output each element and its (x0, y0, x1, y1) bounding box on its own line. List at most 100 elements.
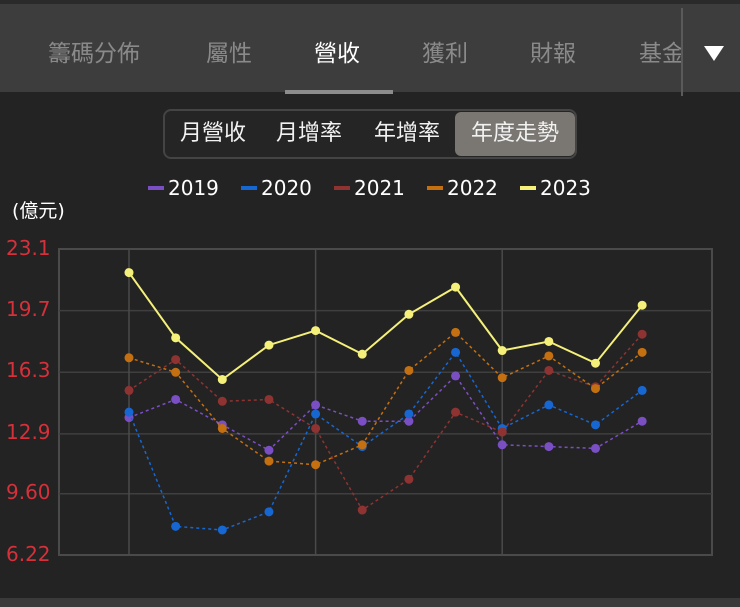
legend-label: 2023 (540, 176, 591, 200)
data-point[interactable] (217, 423, 227, 433)
data-point[interactable] (404, 474, 414, 484)
data-point[interactable] (497, 440, 507, 450)
data-point[interactable] (264, 507, 274, 517)
segment-yoy-growth[interactable]: 年增率 (373, 121, 440, 146)
data-point[interactable] (124, 268, 134, 278)
data-point[interactable] (451, 347, 461, 357)
bottom-bar (0, 598, 740, 607)
legend-item-2020[interactable]: 2020 (241, 176, 312, 200)
chart-grid (58, 248, 713, 556)
data-point[interactable] (591, 443, 600, 453)
data-point[interactable] (451, 327, 461, 337)
data-point[interactable] (451, 282, 461, 292)
tab-financials[interactable]: 財報 (530, 41, 576, 67)
data-point[interactable] (264, 394, 274, 404)
data-point[interactable] (497, 427, 507, 437)
data-point[interactable] (264, 445, 274, 455)
legend-swatch (148, 185, 164, 190)
data-point[interactable] (637, 300, 647, 310)
data-point[interactable] (637, 385, 647, 395)
data-point[interactable] (264, 456, 274, 466)
legend-swatch (520, 185, 536, 190)
data-point[interactable] (124, 385, 134, 395)
series-line (128, 331, 643, 466)
data-point[interactable] (311, 400, 321, 410)
data-point[interactable] (357, 349, 367, 359)
data-point[interactable] (171, 367, 181, 377)
data-point[interactable] (404, 309, 414, 319)
data-point[interactable] (497, 346, 507, 356)
legend-swatch (427, 185, 443, 190)
data-point[interactable] (637, 329, 647, 339)
segment-monthly-revenue[interactable]: 月營收 (179, 121, 246, 146)
data-point[interactable] (497, 373, 507, 383)
data-point[interactable] (637, 416, 647, 426)
y-tick-label: 19.7 (6, 297, 51, 321)
data-point[interactable] (217, 396, 227, 406)
data-point[interactable] (124, 407, 134, 417)
more-tabs-button[interactable] (681, 8, 740, 96)
data-point[interactable] (544, 351, 554, 361)
chart-legend: 2019 2020 2021 2022 2023 (0, 176, 740, 204)
segment-annual-trend[interactable]: 年度走勢 (455, 112, 575, 156)
data-point[interactable] (637, 347, 647, 357)
data-point[interactable] (544, 400, 554, 410)
series-2020 (124, 347, 647, 535)
triangle-down-icon (704, 46, 724, 61)
y-tick-label: 6.22 (6, 542, 51, 566)
legend-swatch (334, 185, 350, 190)
data-point[interactable] (357, 505, 367, 515)
plot-frame (58, 248, 713, 556)
data-point[interactable] (311, 409, 321, 419)
view-segmented-control: 月營收 月增率 年增率 年度走勢 (163, 109, 577, 159)
data-point[interactable] (264, 340, 274, 350)
data-point[interactable] (544, 442, 554, 452)
tab-chip-distribution[interactable]: 籌碼分佈 (48, 41, 140, 67)
tab-profit[interactable]: 獲利 (422, 41, 468, 67)
top-tab-bar: 籌碼分佈 屬性 營收 獲利 財報 基金 (0, 0, 740, 96)
data-point[interactable] (451, 407, 461, 417)
data-point[interactable] (591, 384, 600, 394)
legend-swatch (241, 185, 257, 190)
y-tick-label: 9.60 (6, 480, 51, 504)
legend-item-2019[interactable]: 2019 (148, 176, 219, 200)
data-point[interactable] (171, 394, 181, 404)
legend-item-2022[interactable]: 2022 (427, 176, 498, 200)
series-line (128, 350, 643, 531)
y-tick-label: 16.3 (6, 358, 51, 382)
data-point[interactable] (171, 333, 181, 343)
data-point[interactable] (311, 460, 321, 470)
tab-strip[interactable]: 籌碼分佈 屬性 營收 獲利 財報 基金 (0, 4, 681, 96)
tab-revenue[interactable]: 營收 (314, 41, 360, 67)
legend-label: 2021 (354, 176, 405, 200)
legend-item-2021[interactable]: 2021 (334, 176, 405, 200)
data-point[interactable] (171, 355, 181, 365)
data-point[interactable] (311, 423, 321, 433)
tab-fund[interactable]: 基金 (639, 41, 681, 67)
data-point[interactable] (591, 420, 600, 430)
series-line (128, 333, 643, 512)
segment-mom-growth[interactable]: 月增率 (275, 121, 342, 146)
data-point[interactable] (544, 336, 554, 346)
y-tick-label: 12.9 (6, 420, 51, 444)
data-point[interactable] (217, 375, 227, 385)
data-point[interactable] (171, 521, 181, 531)
data-point[interactable] (311, 326, 321, 336)
data-point[interactable] (451, 371, 461, 381)
series-line (128, 374, 643, 452)
active-tab-indicator (285, 90, 393, 94)
data-point[interactable] (404, 365, 414, 375)
data-point[interactable] (591, 358, 600, 368)
tab-attributes[interactable]: 屬性 (206, 41, 252, 67)
legend-label: 2019 (168, 176, 219, 200)
data-point[interactable] (404, 409, 414, 419)
series-line (128, 272, 643, 381)
data-point[interactable] (544, 365, 554, 375)
data-point[interactable] (357, 416, 367, 426)
data-point[interactable] (124, 353, 134, 363)
data-point[interactable] (217, 525, 227, 535)
legend-item-2023[interactable]: 2023 (520, 176, 591, 200)
data-point[interactable] (404, 416, 414, 426)
data-point[interactable] (357, 440, 367, 450)
